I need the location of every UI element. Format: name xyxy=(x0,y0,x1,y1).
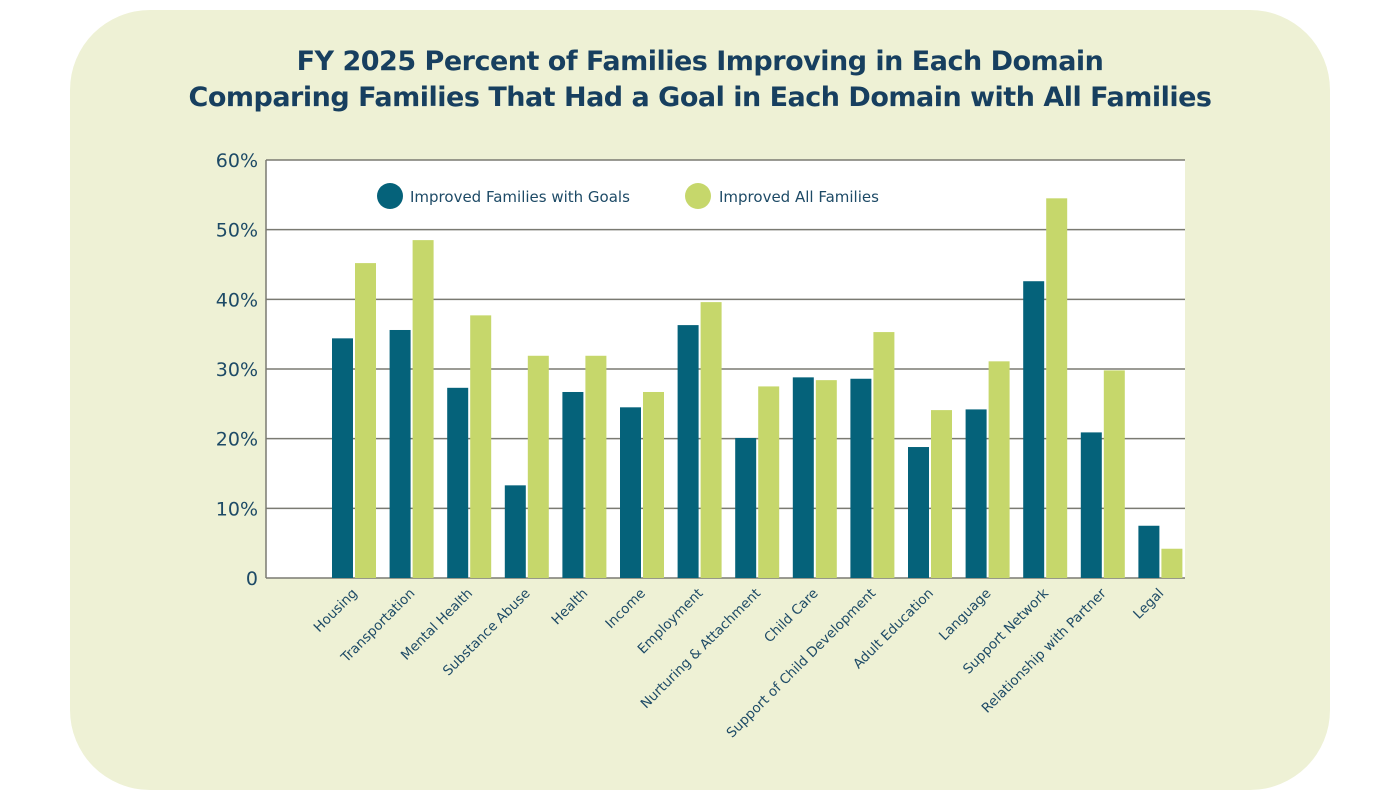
bar-all-families xyxy=(355,263,376,578)
bar-with-goals xyxy=(735,437,757,578)
bar-with-goals xyxy=(850,378,872,578)
x-tick-label: Health xyxy=(549,586,592,629)
bar-all-families xyxy=(527,355,549,578)
bar-with-goals xyxy=(908,447,929,578)
y-tick-label: 10% xyxy=(216,498,258,520)
x-tick-label: Legal xyxy=(1130,586,1167,623)
bar-with-goals xyxy=(332,338,353,578)
bar-all-families xyxy=(1046,198,1068,579)
chart-title-block: FY 2025 Percent of Families Improving in… xyxy=(0,44,1400,116)
y-tick-label: 40% xyxy=(216,289,258,311)
bar-all-families xyxy=(988,361,1010,578)
bar-with-goals xyxy=(677,325,699,578)
bar-with-goals xyxy=(965,409,987,578)
bar-all-families xyxy=(700,302,722,578)
y-tick-label: 0 xyxy=(246,568,258,590)
bar-with-goals xyxy=(504,485,526,578)
legend-label: Improved Families with Goals xyxy=(410,188,630,206)
bar-all-families xyxy=(815,380,837,578)
bar-all-families xyxy=(412,240,434,578)
legend-label: Improved All Families xyxy=(719,188,879,206)
y-tick-label: 50% xyxy=(216,220,258,242)
bar-with-goals xyxy=(1138,525,1160,578)
x-tick-label: Language xyxy=(936,586,994,644)
bar-all-families xyxy=(1161,548,1183,578)
x-tick-label: Housing xyxy=(311,586,361,636)
bar-with-goals xyxy=(1023,281,1045,578)
bar-with-goals xyxy=(620,407,641,578)
chart-subtitle: Comparing Families That Had a Goal in Ea… xyxy=(188,82,1213,113)
x-tick-label: Nurturing & Attachment xyxy=(638,586,764,712)
y-tick-label: 60% xyxy=(216,150,258,172)
bar-all-families xyxy=(643,391,664,578)
y-tick-label: 30% xyxy=(216,359,258,381)
chart-title: FY 2025 Percent of Families Improving in… xyxy=(296,46,1104,77)
bar-with-goals xyxy=(389,329,411,578)
bar-all-families xyxy=(758,386,780,578)
bar-all-families xyxy=(585,355,607,578)
legend: Improved Families with Goals Improved All… xyxy=(377,183,879,209)
legend-swatch xyxy=(685,183,711,209)
bars xyxy=(332,198,1183,579)
x-tick-label: Relationship with Partner xyxy=(979,585,1110,716)
bar-all-families xyxy=(931,410,952,578)
bar-with-goals xyxy=(447,387,469,578)
y-axis-ticks: 0 10% 20% 30% 40% 50% 60% xyxy=(216,150,258,590)
x-tick-label: Child Care xyxy=(761,586,822,647)
legend-swatch xyxy=(377,183,403,209)
bar-all-families xyxy=(470,315,492,578)
bar-all-families xyxy=(873,332,895,578)
bar-with-goals xyxy=(562,391,584,578)
bar-with-goals xyxy=(1080,432,1102,578)
bar-all-families xyxy=(1103,370,1125,578)
y-tick-label: 20% xyxy=(216,429,258,451)
bar-with-goals xyxy=(792,377,814,578)
x-tick-label: Income xyxy=(602,586,648,632)
